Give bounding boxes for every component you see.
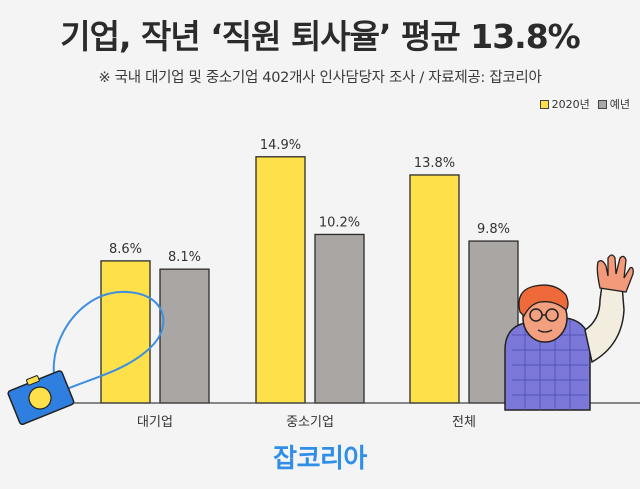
legend-item-prev: 예년 <box>597 96 630 112</box>
value-label-1-0: 14.9% <box>260 138 301 153</box>
legend-swatch-2020 <box>539 99 549 109</box>
brand-logo-text: 잡코리아 <box>273 444 367 474</box>
legend-label-2020: 2020년 <box>551 98 590 111</box>
chart-subtitle: ※ 국내 대기업 및 중소기업 402개사 인사담당자 조사 / 자료제공: 잡… <box>98 70 542 86</box>
bar-2-0 <box>409 174 460 404</box>
bar-1-0 <box>255 156 306 404</box>
value-label-0-1: 8.1% <box>168 250 201 265</box>
bar-0-0 <box>100 260 151 404</box>
legend-label-prev: 예년 <box>609 98 630 111</box>
x-tick-labels-group: 대기업 중소기업 전체 <box>137 415 476 430</box>
value-labels-group: 8.6% 8.1% 14.9% 10.2% 13.8% 9.8% <box>109 138 510 265</box>
id-card-illustration <box>7 290 165 426</box>
bars-group <box>100 156 519 404</box>
x-tick-label-0: 대기업 <box>137 415 173 430</box>
bar-0-1 <box>159 268 210 404</box>
x-tick-label-2: 전체 <box>452 415 476 430</box>
bar-1-1 <box>314 233 365 404</box>
value-label-2-1: 9.8% <box>477 222 510 237</box>
value-label-1-1: 10.2% <box>319 215 360 230</box>
legend-item-2020: 2020년 <box>539 96 590 112</box>
waving-person-illustration <box>504 254 634 411</box>
legend: 2020년 예년 <box>539 96 630 112</box>
chart-title: 기업, 작년 ‘직원 퇴사율’ 평균 13.8% <box>60 17 581 56</box>
legend-swatch-prev <box>597 99 607 109</box>
value-label-0-0: 8.6% <box>109 242 142 257</box>
x-tick-label-1: 중소기업 <box>286 415 334 430</box>
value-label-2-0: 13.8% <box>414 156 455 171</box>
